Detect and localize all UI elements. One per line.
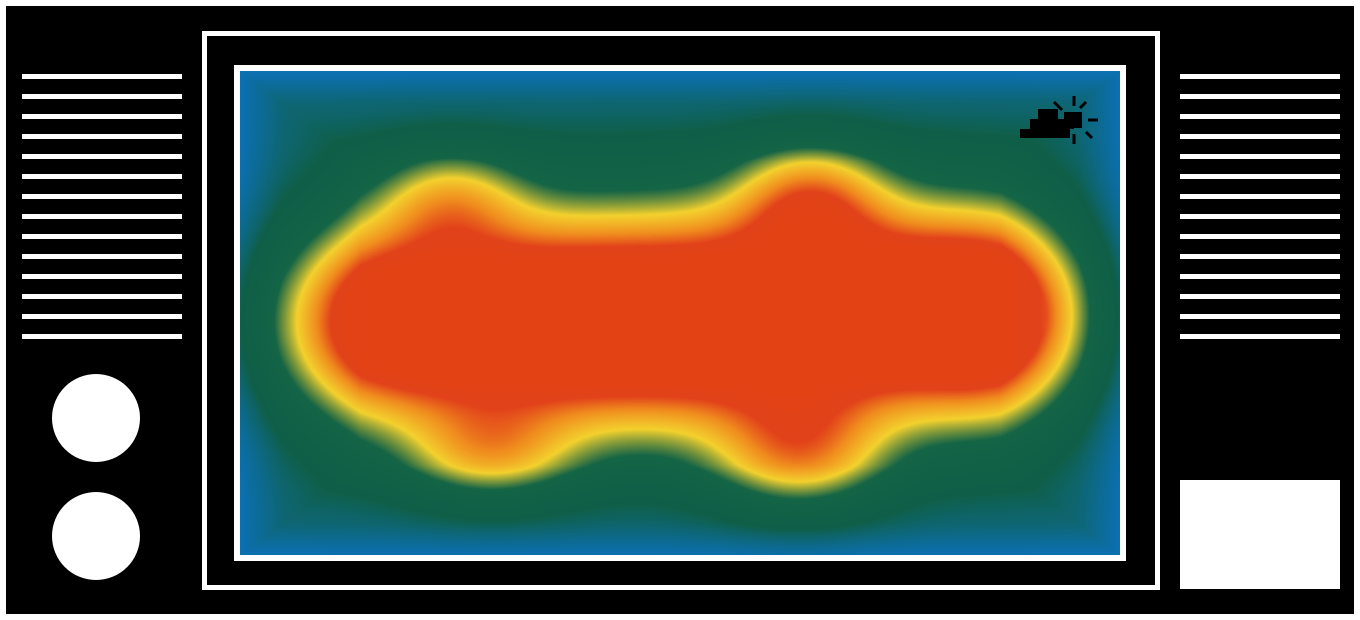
right-vent-line <box>1180 114 1340 119</box>
left-vent-line <box>22 274 182 279</box>
right-vent-line <box>1180 134 1340 139</box>
right-vent-line <box>1180 254 1340 259</box>
right-vent-line <box>1180 154 1340 159</box>
right-vent-line <box>1180 334 1340 339</box>
left-vent-line <box>22 314 182 319</box>
right-vent-line <box>1180 74 1340 79</box>
left-vent-line <box>22 114 182 119</box>
right-vent-line <box>1180 234 1340 239</box>
left-vent-line <box>22 194 182 199</box>
left-vent-line <box>22 94 182 99</box>
right-vent-line <box>1180 174 1340 179</box>
left-vent-line <box>22 234 182 239</box>
cloud-sun-weather-icon <box>1020 96 1098 144</box>
left-vent-line <box>22 334 182 339</box>
left-vent-line <box>22 294 182 299</box>
left-vent-line <box>22 214 182 219</box>
left-vent-line <box>22 134 182 139</box>
top-knob[interactable] <box>52 374 140 462</box>
right-vent-line <box>1180 194 1340 199</box>
left-vent-line <box>22 154 182 159</box>
right-vent-line <box>1180 214 1340 219</box>
right-panel-button[interactable] <box>1180 480 1340 589</box>
bottom-knob[interactable] <box>52 492 140 580</box>
left-vent-line <box>22 74 182 79</box>
screen[interactable] <box>234 65 1126 561</box>
right-vent-line <box>1180 274 1340 279</box>
left-speaker-grille <box>22 74 182 354</box>
right-vent-line <box>1180 294 1340 299</box>
left-vent-line <box>22 254 182 259</box>
heatmap-display <box>240 71 1120 555</box>
left-vent-line <box>22 174 182 179</box>
right-vent-line <box>1180 314 1340 319</box>
right-vent-line <box>1180 94 1340 99</box>
right-speaker-grille <box>1180 74 1340 354</box>
